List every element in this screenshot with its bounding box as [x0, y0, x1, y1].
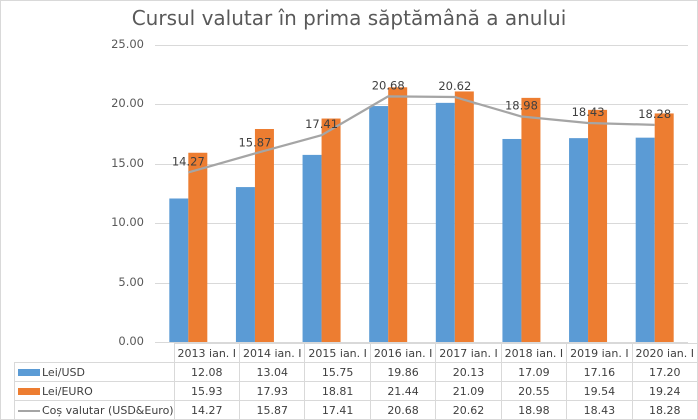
table-row-usd: Lei/USD 12.08 13.04 15.75 19.86 20.13 17… — [14, 362, 698, 382]
table-header-cell: 2017 ian. I — [435, 343, 502, 363]
data-label: 20.62 — [438, 79, 471, 93]
table-cell: 13.04 — [239, 362, 306, 382]
bar-series — [169, 87, 674, 343]
gridlines — [155, 45, 688, 343]
table-row-euro: Lei/EURO 15.93 17.93 18.81 21.44 21.09 2… — [14, 381, 698, 401]
bar — [654, 113, 674, 342]
data-label: 18.98 — [505, 99, 538, 113]
line-path — [188, 95, 655, 174]
data-labels: 14.27 15.87 17.41 20.68 20.62 18.98 18.43 18.28 — [172, 78, 671, 168]
bar — [521, 97, 541, 342]
bar — [588, 109, 608, 342]
table-cell: 17.16 — [566, 362, 633, 382]
data-label: 15.87 — [238, 135, 271, 149]
table-cell: 20.13 — [435, 362, 502, 382]
bar — [502, 138, 522, 342]
y-tick-label: 20.00 — [111, 96, 144, 110]
table-cell: 18.81 — [304, 381, 371, 401]
table-header-cell: 2020 ian. I — [631, 343, 698, 363]
table-cell: 20.68 — [369, 400, 437, 420]
table-cell: 21.09 — [435, 381, 502, 401]
legend-swatch-euro-icon — [18, 388, 40, 395]
table-cell: 17.09 — [500, 362, 568, 382]
data-label: 17.41 — [305, 117, 338, 131]
table-cell: 15.87 — [239, 400, 306, 420]
bar — [369, 106, 389, 342]
table-cell: 18.28 — [631, 400, 698, 420]
table-cell: 21.44 — [369, 381, 437, 401]
y-tick-label: 25.00 — [111, 37, 144, 51]
chart-title: Cursul valutar în prima săptămână a anul… — [131, 6, 567, 30]
table-cell: 18.43 — [566, 400, 633, 420]
table-header-cell: 2014 ian. I — [239, 343, 306, 363]
legend-item-euro: Lei/EURO — [14, 381, 175, 401]
table-cell: 17.93 — [239, 381, 306, 401]
bar — [388, 87, 408, 342]
legend-swatch-line-icon — [18, 409, 40, 412]
bar — [302, 154, 322, 342]
table-cell: 15.75 — [304, 362, 371, 382]
table-cell: 15.93 — [173, 381, 241, 401]
bar — [321, 118, 341, 342]
bar — [254, 128, 274, 342]
table-header-cell: 2016 ian. I — [369, 343, 437, 363]
table-row-basket: Coș valutar (USD&Euro) 14.27 15.87 17.41… — [14, 400, 698, 420]
legend-item-basket: Coș valutar (USD&Euro) — [14, 400, 175, 420]
bar — [435, 102, 455, 343]
legend-label: Lei/USD — [42, 365, 85, 379]
table-cell: 18.98 — [500, 400, 568, 420]
data-label: 18.28 — [638, 107, 671, 121]
table-cell: 20.55 — [500, 381, 568, 401]
bar — [169, 198, 189, 342]
table-cell: 19.86 — [369, 362, 437, 382]
data-label: 20.68 — [372, 78, 405, 92]
table-header-cell: 2019 ian. I — [566, 343, 633, 363]
y-tick-label: 15.00 — [111, 156, 144, 170]
y-tick-label: 5.00 — [118, 275, 144, 289]
data-label: 18.43 — [572, 105, 605, 119]
table-cell: 19.54 — [566, 381, 633, 401]
legend-label: Lei/EURO — [42, 384, 93, 398]
data-table: 2013 ian. I 2014 ian. I 2015 ian. I 2016… — [14, 343, 698, 420]
table-header-cell: 2015 ian. I — [304, 343, 371, 363]
legend-item-usd: Lei/USD — [14, 362, 175, 382]
table-header-row: 2013 ian. I 2014 ian. I 2015 ian. I 2016… — [14, 343, 698, 363]
y-tick-label: 10.00 — [111, 215, 144, 229]
table-cell: 14.27 — [173, 400, 241, 420]
bar — [635, 137, 655, 342]
bar — [188, 152, 208, 342]
table-corner — [14, 343, 175, 363]
table-cell: 17.41 — [304, 400, 371, 420]
table-header-cell: 2013 ian. I — [173, 343, 241, 363]
bar — [569, 138, 589, 342]
bar — [235, 187, 255, 342]
table-cell: 19.24 — [631, 381, 698, 401]
table-header-cell: 2018 ian. I — [500, 343, 568, 363]
line-series — [188, 95, 655, 174]
legend-label: Coș valutar (USD&Euro) — [42, 403, 174, 417]
data-label: 14.27 — [172, 154, 205, 168]
legend-swatch-usd-icon — [18, 369, 40, 376]
table-cell: 20.62 — [435, 400, 502, 420]
table-cell: 12.08 — [173, 362, 241, 382]
table-cell: 17.20 — [631, 362, 698, 382]
bar — [454, 91, 474, 342]
